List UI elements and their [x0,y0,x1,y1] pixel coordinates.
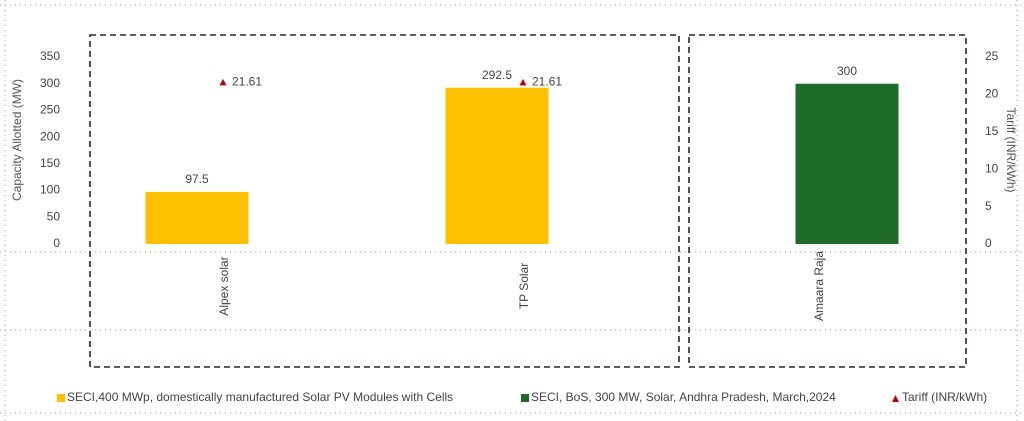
y2-tick-label: 5 [985,199,992,213]
y2-axis-title: Tariff (INR/kWh) [1004,107,1018,192]
y-tick-label: 150 [40,156,60,170]
tariff-marker [219,78,227,86]
legend-swatch [521,394,529,402]
y-tick-label: 50 [47,209,61,223]
y-tick-label: 250 [40,103,60,117]
bar [145,191,249,244]
tariff-marker [519,78,527,86]
legend-swatch [57,394,65,402]
data-label: 97.5 [185,172,209,186]
bar [795,83,899,244]
group-box [688,34,967,368]
data-label: 21.61 [232,75,262,89]
x-tick-label: Amaara Raja [812,251,826,321]
bar [445,87,549,244]
data-label: 21.61 [532,75,562,89]
y-tick-label: 350 [40,49,60,63]
y-tick-label: 300 [40,76,60,90]
legend-marker [892,395,899,402]
y-axis-title: Capacity Allotted (MW) [10,79,24,201]
legend-text: SECI, BoS, 300 MW, Solar, Andhra Pradesh… [531,390,836,404]
y-tick-label: 200 [40,129,60,143]
y-tick-label: 0 [53,236,60,250]
legend-text: SECI,400 MWp, domestically manufactured … [67,390,453,404]
data-label: 292.5 [482,68,512,82]
x-tick-label: TP Solar [517,263,531,309]
group-box [89,34,680,368]
y2-tick-label: 15 [985,124,999,138]
y2-tick-label: 10 [985,161,999,175]
y2-tick-label: 20 [985,87,999,101]
y2-tick-label: 0 [985,236,992,250]
y-tick-label: 100 [40,183,60,197]
legend-text: Tariff (INR/kWh) [902,390,987,404]
x-tick-label: Alpex solar [217,256,231,315]
data-label: 300 [837,64,857,78]
y2-tick-label: 25 [985,49,999,63]
